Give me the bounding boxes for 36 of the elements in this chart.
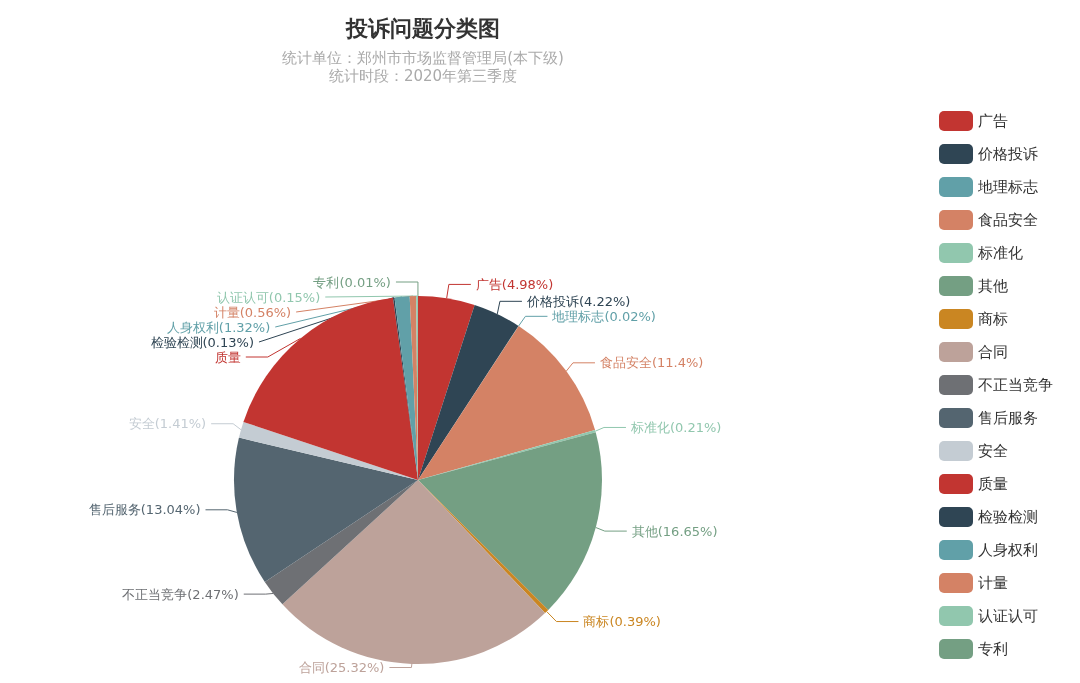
legend-label: 售后服务 [978, 409, 1038, 427]
chart-title: 投诉问题分类图 [345, 15, 500, 41]
category-label: 商标(0.39%) [583, 614, 661, 630]
category-label: 专利(0.01%) [313, 274, 391, 290]
category-label: 食品安全(11.4%) [599, 355, 704, 371]
category-label: 计量(0.56%) [213, 304, 292, 320]
legend-label: 检验检测 [978, 508, 1038, 526]
legend-label: 广告 [978, 112, 1008, 130]
category-label: 认证认可(0.15%) [216, 289, 321, 305]
legend-label: 安全 [978, 442, 1008, 460]
category-label: 标准化(0.21%) [630, 419, 722, 435]
legend-label: 不正当竞争 [978, 376, 1053, 394]
category-label: 售后服务(13.04%) [88, 502, 201, 518]
category-label: 检验检测(0.13%) [150, 334, 254, 350]
category-label: 不正当竞争(2.47%) [122, 586, 239, 602]
category-label: 其他(16.65%) [631, 523, 718, 539]
legend-label: 其他 [978, 277, 1008, 295]
legend-label: 商标 [978, 310, 1008, 328]
category-label: 合同(25.32%) [298, 660, 385, 675]
legend-label: 价格投诉 [977, 145, 1038, 163]
legend-label: 质量 [978, 475, 1008, 493]
legend-label: 人身权利 [978, 541, 1038, 559]
category-label: 地理标志(0.02%) [552, 308, 656, 324]
category-label: 价格投诉(4.22%) [526, 293, 631, 309]
chart-subtitle: 统计单位：郑州市市场监督管理局(本下级) 统计时段：2020年第三季度 [282, 49, 564, 85]
legend-label: 专利 [978, 640, 1008, 658]
legend-label: 计量 [978, 574, 1008, 592]
legend-label: 合同 [978, 343, 1008, 361]
category-label: 广告(4.98%) [475, 276, 554, 292]
legend-label: 认证认可 [978, 607, 1038, 625]
legend-label: 标准化 [977, 244, 1023, 262]
category-label: 人身权利(1.32%) [166, 319, 271, 335]
legend-label: 地理标志 [977, 178, 1038, 196]
category-label: 安全(1.41%) [128, 416, 207, 432]
slice-label: 质量 [214, 349, 241, 365]
legend-label: 食品安全 [978, 211, 1038, 229]
